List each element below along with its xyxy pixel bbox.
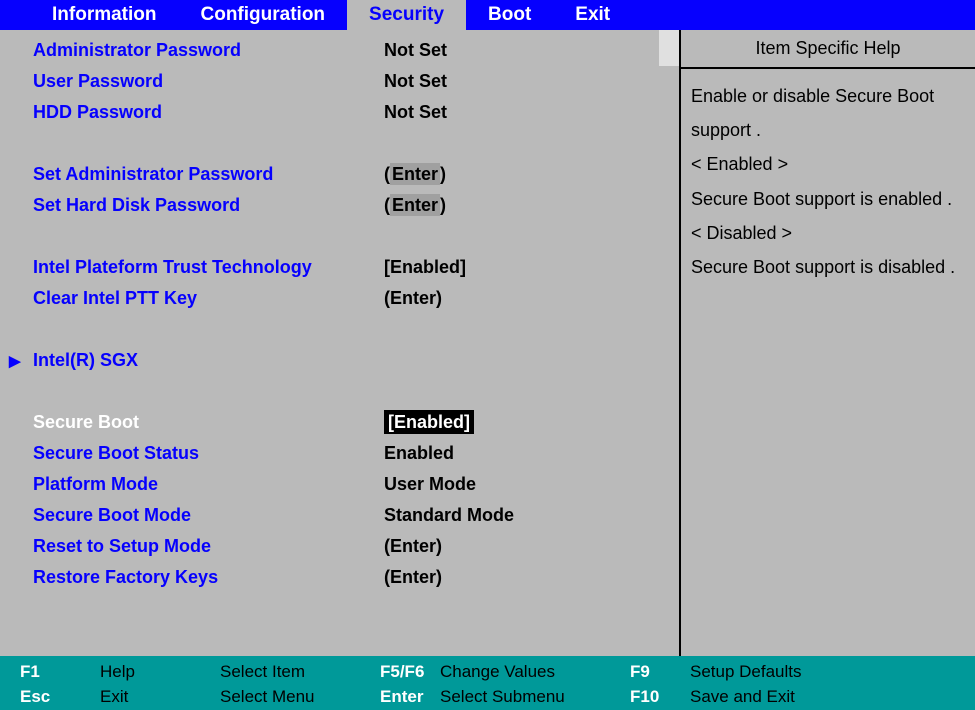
help-body: Enable or disable Secure Boot support . … [681,69,975,294]
help-line: < Enabled > [691,147,965,181]
help-panel: Item Specific Help Enable or disable Sec… [679,30,975,656]
row-user-password[interactable]: User Password Not Set [6,66,679,97]
value-reset-setup: (Enter) [384,536,442,557]
action-save-exit: Save and Exit [690,687,795,707]
label-set-hdd-password: Set Hard Disk Password [6,195,384,216]
row-platform-mode[interactable]: Platform Mode User Mode [6,469,679,500]
row-reset-setup[interactable]: Reset to Setup Mode (Enter) [6,531,679,562]
value-set-admin-password: (Enter) [384,164,446,185]
row-intel-sgx[interactable]: ▶ Intel(R) SGX [6,345,679,376]
key-f9: F9 [630,662,690,682]
bios-menubar: Information Configuration Security Boot … [0,0,975,30]
label-secure-boot-mode: Secure Boot Mode [6,505,384,526]
label-clear-ptt: Clear Intel PTT Key [6,288,384,309]
tab-exit[interactable]: Exit [553,0,632,30]
label-reset-setup: Reset to Setup Mode [6,536,384,557]
footer-row-2: Esc Exit Select Menu Enter Select Submen… [20,684,975,709]
value-secure-boot-status: Enabled [384,443,454,464]
help-line: Enable or disable Secure Boot support . [691,79,965,147]
enter-box: Enter [390,163,440,185]
row-secure-boot-status[interactable]: Secure Boot Status Enabled [6,438,679,469]
value-admin-password: Not Set [384,40,447,61]
submenu-arrow-icon: ▶ [6,352,33,370]
row-secure-boot[interactable]: Secure Boot [Enabled] [6,407,679,438]
value-clear-ptt: (Enter) [384,288,442,309]
row-secure-boot-mode[interactable]: Secure Boot Mode Standard Mode [6,500,679,531]
settings-panel: Administrator Password Not Set User Pass… [0,30,679,656]
value-secure-boot-mode: Standard Mode [384,505,514,526]
value-secure-boot: [Enabled] [384,412,474,433]
value-set-hdd-password: (Enter) [384,195,446,216]
tab-boot[interactable]: Boot [466,0,553,30]
label-secure-boot-status: Secure Boot Status [6,443,384,464]
value-user-password: Not Set [384,71,447,92]
label-secure-boot: Secure Boot [6,412,384,433]
action-exit: Exit [100,687,220,707]
scrollbar-thumb[interactable] [659,30,679,66]
value-platform-mode: User Mode [384,474,476,495]
value-hdd-password: Not Set [384,102,447,123]
label-intel-sgx: ▶ Intel(R) SGX [6,350,384,371]
action-select-submenu: Select Submenu [440,687,630,707]
value-intel-ptt: [Enabled] [384,257,466,278]
help-line: Secure Boot support is enabled . [691,182,965,216]
row-intel-ptt[interactable]: Intel Plateform Trust Technology [Enable… [6,252,679,283]
label-user-password: User Password [6,71,384,92]
scrollbar-track[interactable] [659,30,679,656]
action-help: Help [100,662,220,682]
tab-information[interactable]: Information [30,0,179,30]
key-enter: Enter [380,687,440,707]
label-platform-mode: Platform Mode [6,474,384,495]
action-change-values: Change Values [440,662,630,682]
action-select-item: Select Item [220,662,380,682]
row-clear-ptt[interactable]: Clear Intel PTT Key (Enter) [6,283,679,314]
footer-keybar: F1 Help Select Item F5/F6 Change Values … [0,656,975,710]
row-restore-factory[interactable]: Restore Factory Keys (Enter) [6,562,679,593]
help-title: Item Specific Help [681,30,975,69]
label-set-admin-password: Set Administrator Password [6,164,384,185]
row-admin-password[interactable]: Administrator Password Not Set [6,35,679,66]
help-line: Secure Boot support is disabled . [691,250,965,284]
key-esc: Esc [20,687,100,707]
label-admin-password: Administrator Password [6,40,384,61]
row-set-admin-password[interactable]: Set Administrator Password (Enter) [6,159,679,190]
key-f1: F1 [20,662,100,682]
footer-row-1: F1 Help Select Item F5/F6 Change Values … [20,659,975,684]
key-f10: F10 [630,687,690,707]
label-restore-factory: Restore Factory Keys [6,567,384,588]
label-intel-ptt: Intel Plateform Trust Technology [6,257,384,278]
row-hdd-password[interactable]: HDD Password Not Set [6,97,679,128]
key-f5f6: F5/F6 [380,662,440,682]
enter-box: Enter [390,194,440,216]
row-set-hdd-password[interactable]: Set Hard Disk Password (Enter) [6,190,679,221]
tab-configuration[interactable]: Configuration [179,0,348,30]
content-area: Administrator Password Not Set User Pass… [0,30,975,656]
value-restore-factory: (Enter) [384,567,442,588]
label-hdd-password: HDD Password [6,102,384,123]
tab-security[interactable]: Security [347,0,466,30]
action-select-menu: Select Menu [220,687,380,707]
help-line: < Disabled > [691,216,965,250]
action-setup-defaults: Setup Defaults [690,662,802,682]
